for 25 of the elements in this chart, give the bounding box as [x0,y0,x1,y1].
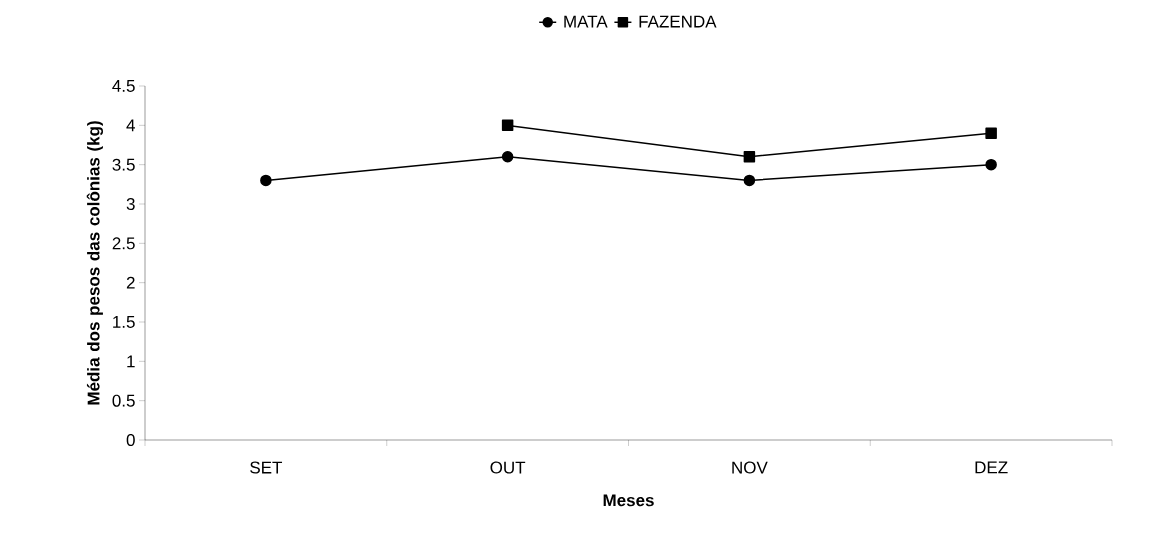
point [743,174,756,187]
y-tick-label: 3 [126,197,135,211]
y-tick-label: 0.5 [112,394,135,407]
y-tick-label: 1 [127,355,135,368]
y-axis-title: Média dos pesos das colônias (kg) [86,121,104,405]
y-tick-label: 2.5 [112,237,135,250]
x-tick-label: DEZ [975,461,1008,474]
point [501,119,514,132]
point [260,174,272,187]
x-axis-title: Meses [603,494,654,507]
point [985,158,997,171]
y-tick-label: 3.5 [112,158,135,171]
point [501,151,514,163]
y-tick-label: 4 [126,119,135,132]
x-tick-label: NOV [732,461,768,474]
legend-label: FAZENDA [639,15,717,28]
y-tick-label: 0 [126,433,135,447]
point [985,127,997,139]
y-tick-label: 2 [126,276,135,289]
point [743,151,756,163]
y-tick-label: 4.5 [112,80,135,92]
y-tick-label: 1.5 [113,316,135,328]
x-tick-label: SET [250,461,283,474]
x-tick-label: OUT [490,461,526,474]
legend-label: MATA [564,15,608,28]
